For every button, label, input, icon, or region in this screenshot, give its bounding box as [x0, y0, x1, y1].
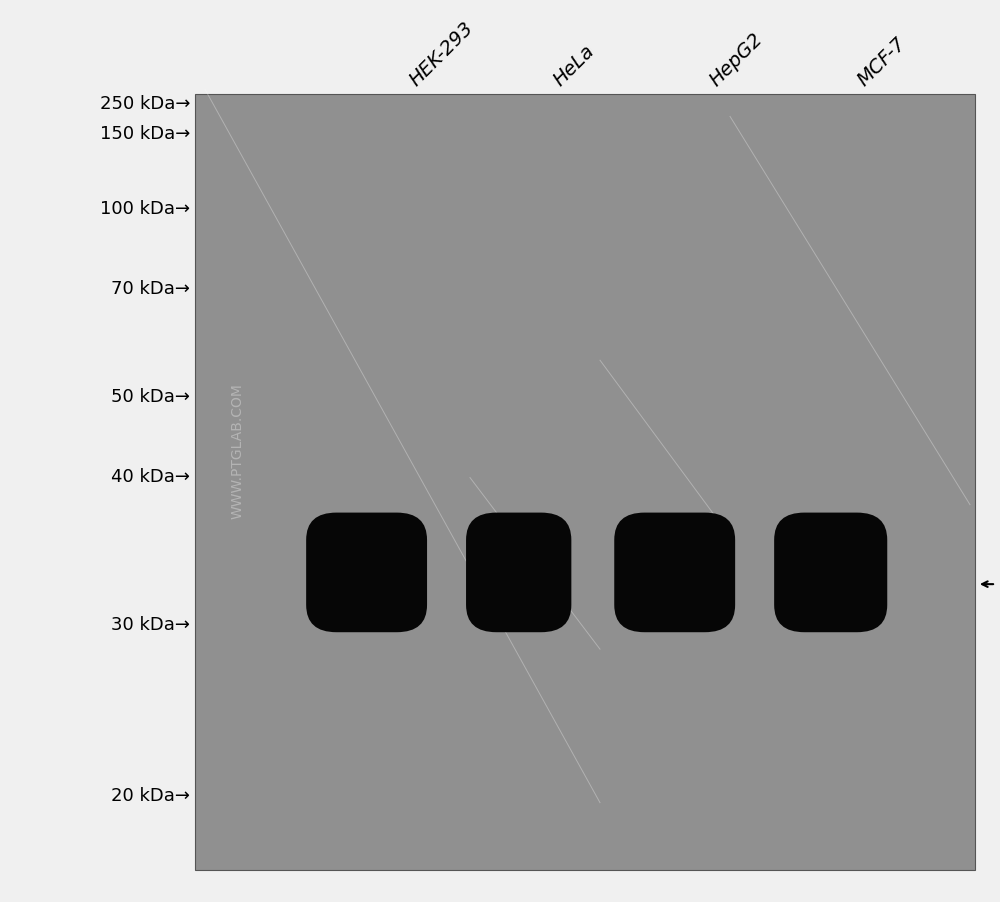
FancyBboxPatch shape [306, 513, 427, 632]
FancyBboxPatch shape [466, 513, 571, 632]
FancyBboxPatch shape [774, 513, 887, 632]
Text: 50 kDa→: 50 kDa→ [111, 388, 190, 406]
Text: 70 kDa→: 70 kDa→ [111, 280, 190, 298]
Text: HeLa: HeLa [550, 41, 598, 90]
FancyBboxPatch shape [195, 95, 975, 870]
Text: 30 kDa→: 30 kDa→ [111, 615, 190, 633]
Text: 250 kDa→: 250 kDa→ [100, 95, 190, 113]
Text: WWW.PTGLAB.COM: WWW.PTGLAB.COM [231, 383, 245, 519]
Text: HepG2: HepG2 [706, 30, 766, 90]
Text: 150 kDa→: 150 kDa→ [100, 124, 190, 143]
Text: 20 kDa→: 20 kDa→ [111, 787, 190, 805]
Text: HEK-293: HEK-293 [406, 19, 477, 90]
Text: 100 kDa→: 100 kDa→ [100, 200, 190, 218]
Text: 40 kDa→: 40 kDa→ [111, 467, 190, 485]
Text: MCF-7: MCF-7 [854, 34, 910, 90]
FancyBboxPatch shape [614, 513, 735, 632]
